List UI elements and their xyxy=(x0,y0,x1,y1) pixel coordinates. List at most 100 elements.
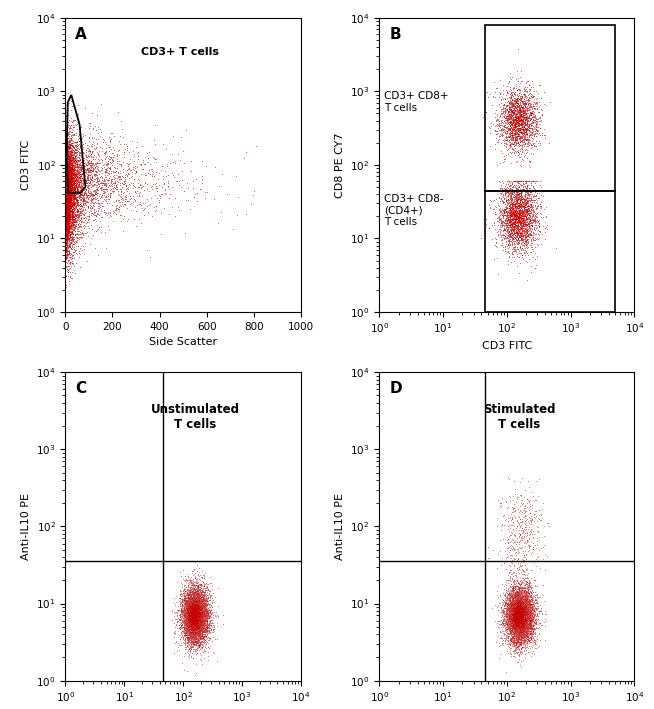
Point xyxy=(183,608,194,620)
Point xyxy=(62,143,73,155)
Point xyxy=(523,199,534,211)
Point xyxy=(509,590,519,601)
Point xyxy=(502,607,512,618)
Point xyxy=(525,625,536,637)
Point xyxy=(504,227,514,238)
Point xyxy=(190,615,201,626)
Point xyxy=(506,197,516,208)
Point xyxy=(189,611,199,623)
Point xyxy=(514,619,525,630)
Point xyxy=(63,210,74,221)
Point xyxy=(80,138,90,149)
Point xyxy=(201,622,212,633)
Point xyxy=(192,632,202,644)
Point xyxy=(520,606,530,618)
Point xyxy=(504,206,514,217)
Point xyxy=(523,504,534,515)
Point xyxy=(512,605,523,616)
Point xyxy=(63,169,74,181)
Point xyxy=(498,627,509,639)
Point xyxy=(521,108,531,120)
Point xyxy=(516,581,526,593)
Point xyxy=(511,591,522,602)
Point xyxy=(185,613,196,624)
Point xyxy=(520,625,530,636)
Point xyxy=(512,610,523,622)
Point xyxy=(511,115,522,126)
Point xyxy=(514,599,525,610)
Point xyxy=(190,593,200,605)
Point xyxy=(71,248,81,259)
Point xyxy=(64,167,75,178)
Point xyxy=(198,601,209,613)
Point xyxy=(507,99,517,110)
Point xyxy=(189,613,199,625)
Point xyxy=(63,174,73,185)
Point xyxy=(65,177,75,189)
Point xyxy=(507,605,517,616)
Point xyxy=(181,576,191,587)
Point xyxy=(186,615,196,626)
Point xyxy=(504,231,515,242)
Point xyxy=(515,605,526,617)
Point xyxy=(183,615,194,627)
Point xyxy=(511,588,521,600)
Point xyxy=(193,615,203,627)
Point xyxy=(63,186,73,198)
Point xyxy=(184,612,194,623)
Point xyxy=(184,606,195,618)
Point xyxy=(63,146,73,157)
Point xyxy=(530,506,541,517)
Point xyxy=(61,203,71,214)
Point xyxy=(525,637,535,648)
Point xyxy=(505,618,515,629)
Point xyxy=(510,121,521,133)
Point xyxy=(79,188,90,199)
Point xyxy=(65,155,76,166)
Point xyxy=(519,590,529,601)
Point xyxy=(515,613,525,625)
Point xyxy=(65,205,76,216)
Point xyxy=(519,206,529,217)
Point xyxy=(184,591,195,603)
Point xyxy=(183,621,194,632)
Point xyxy=(185,610,196,621)
Point xyxy=(513,206,524,217)
Point xyxy=(529,528,540,540)
Point xyxy=(517,618,528,629)
Point xyxy=(184,623,195,635)
Point xyxy=(519,600,529,611)
Point xyxy=(190,584,200,596)
Point xyxy=(515,605,526,617)
Point xyxy=(511,618,521,630)
Point xyxy=(522,229,532,240)
Point xyxy=(64,191,75,202)
Point xyxy=(523,618,534,629)
Point xyxy=(190,615,200,627)
Point xyxy=(521,209,532,220)
Point xyxy=(519,106,529,118)
Point xyxy=(192,615,202,626)
Point xyxy=(67,209,78,220)
Point xyxy=(193,614,203,625)
Point xyxy=(190,588,201,599)
Point xyxy=(184,628,195,640)
Point xyxy=(192,608,202,620)
Point xyxy=(514,213,525,225)
Point xyxy=(185,615,196,626)
Point xyxy=(67,210,78,221)
Point xyxy=(77,189,88,201)
Point xyxy=(514,618,525,630)
Point xyxy=(61,176,72,187)
Point xyxy=(525,528,535,540)
Point xyxy=(61,189,72,201)
Point xyxy=(502,197,512,208)
Point xyxy=(187,602,198,613)
Point xyxy=(506,179,517,191)
Point xyxy=(180,592,190,603)
Point xyxy=(196,618,207,630)
Point xyxy=(190,610,200,622)
Point xyxy=(521,612,532,623)
Point xyxy=(184,618,194,629)
Point xyxy=(194,612,205,623)
